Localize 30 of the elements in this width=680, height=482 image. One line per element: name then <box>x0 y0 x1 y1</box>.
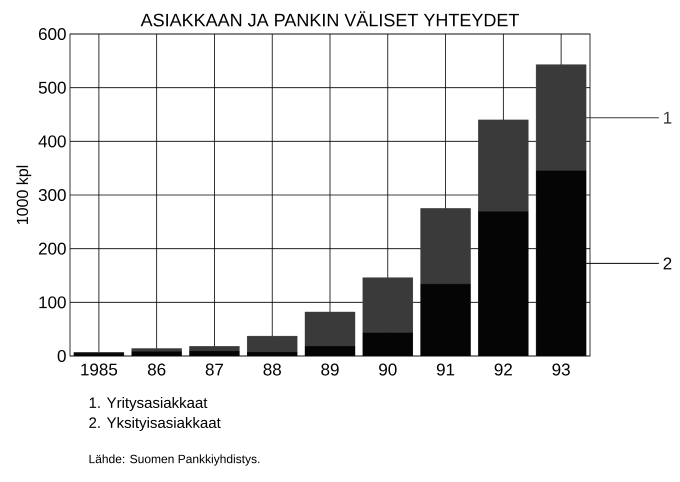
x-tick-label: 93 <box>552 364 570 376</box>
y-tick-label: 200 <box>38 242 66 255</box>
x-tick-label: 87 <box>206 364 224 376</box>
legend-label: 1 <box>664 112 672 124</box>
x-tick-label: 88 <box>264 364 281 376</box>
y-axis-title: 1000 kpl <box>16 166 32 224</box>
x-tick-label: 92 <box>494 364 512 376</box>
y-tick-label: 400 <box>38 135 66 148</box>
bar <box>362 277 413 334</box>
x-tick-label: 91 <box>436 364 454 376</box>
chart-title: ASIAKKAAN JA PANKIN VÄLISET YHTEYDET <box>140 11 519 26</box>
x-tick-label: 90 <box>379 364 397 376</box>
x-tick-label: 86 <box>148 364 166 376</box>
y-tick-label: 500 <box>38 82 66 94</box>
x-tick-label: 1985 <box>81 364 118 376</box>
y-tick-label: 100 <box>39 296 66 308</box>
bar <box>304 312 356 347</box>
y-tick-label: 300 <box>38 188 66 202</box>
text: 1. Yritysasiakkaat <box>90 397 208 411</box>
bar <box>189 346 240 352</box>
text: Lähde: Suomen Pankkiyhdistys. <box>90 454 260 466</box>
text: 2. Yksityisasiakkaat <box>89 417 221 431</box>
bar <box>478 120 529 212</box>
y-tick-label: 0 <box>58 350 66 362</box>
bar <box>131 348 182 352</box>
bar <box>247 336 298 352</box>
y-tick-label: 600 <box>38 28 66 40</box>
bar <box>420 208 471 284</box>
legend-label: 2 <box>664 257 672 270</box>
x-tick-label: 89 <box>321 364 339 376</box>
